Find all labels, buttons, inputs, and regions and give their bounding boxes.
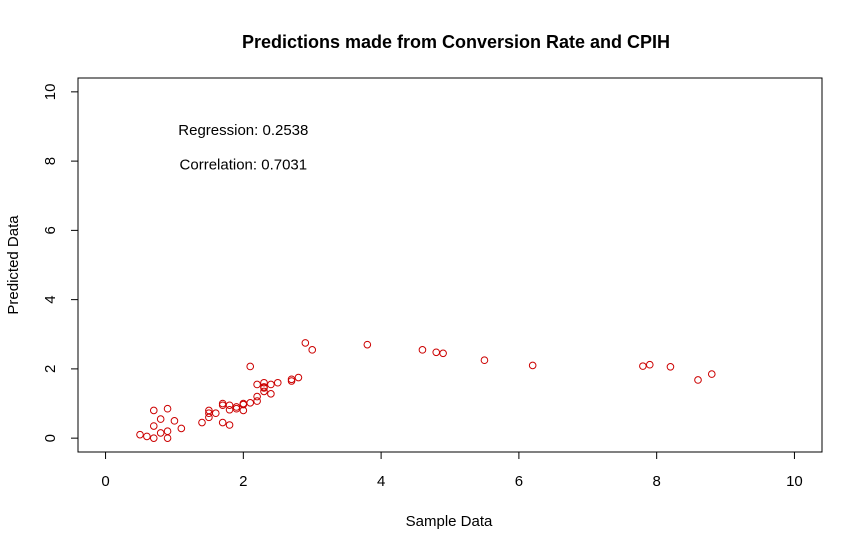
x-axis-label: Sample Data: [406, 513, 493, 530]
data-point: [308, 346, 317, 354]
data-point: [156, 429, 165, 437]
y-tick-label: 8: [42, 157, 59, 165]
data-point: [694, 376, 702, 384]
data-point: [439, 349, 447, 358]
data-point: [260, 378, 268, 387]
data-point: [143, 432, 151, 441]
y-tick-label: 2: [42, 365, 59, 373]
data-point: [156, 415, 165, 423]
data-point: [232, 404, 241, 413]
data-point: [198, 418, 206, 427]
data-point: [253, 380, 261, 389]
annotation-text: Correlation: 0.7031: [180, 157, 308, 174]
annotation-text: Regression: 0.2538: [178, 122, 308, 139]
x-tick-label: 10: [786, 473, 803, 490]
data-point: [639, 362, 647, 370]
data-point: [149, 434, 158, 442]
data-points: [136, 339, 716, 442]
annotations: Regression: 0.2538 Correlation: 0.7031: [178, 122, 308, 174]
data-point: [205, 413, 213, 422]
data-point: [246, 399, 255, 407]
data-point: [301, 339, 310, 347]
data-point: [260, 384, 268, 392]
data-point: [225, 401, 234, 410]
chart-title: Predictions made from Conversion Rate an…: [242, 32, 670, 52]
data-point: [418, 346, 427, 354]
data-point: [645, 360, 654, 369]
data-point: [239, 400, 248, 409]
data-point: [225, 421, 234, 429]
data-point: [273, 378, 282, 387]
data-point: [666, 363, 675, 371]
y-tick-label: 4: [42, 295, 59, 303]
data-point: [163, 404, 172, 413]
data-point: [528, 361, 537, 370]
data-point: [287, 375, 296, 384]
y-axis: 0 2 4 6 8 10: [42, 84, 79, 442]
x-tick-label: 2: [239, 473, 247, 490]
y-tick-label: 0: [42, 434, 59, 442]
x-tick-label: 4: [377, 473, 385, 490]
data-point: [149, 422, 158, 430]
data-point: [246, 362, 255, 371]
x-tick-label: 6: [515, 473, 523, 490]
data-point: [239, 406, 248, 415]
data-point: [177, 424, 186, 433]
data-point: [363, 340, 372, 349]
x-tick-label: 0: [101, 473, 109, 490]
y-tick-label: 6: [42, 226, 59, 234]
data-point: [163, 427, 172, 436]
y-axis-label: Predicted Data: [5, 215, 22, 315]
data-point: [218, 418, 227, 427]
y-tick-label: 10: [42, 84, 59, 101]
data-point: [253, 397, 261, 405]
data-point: [253, 392, 261, 401]
data-point: [136, 430, 144, 439]
x-tick-label: 8: [652, 473, 660, 490]
data-point: [225, 405, 234, 414]
data-point: [267, 390, 275, 398]
data-point: [211, 409, 220, 418]
data-point: [432, 348, 441, 357]
data-point: [260, 387, 268, 396]
data-point: [480, 356, 489, 365]
data-point: [294, 373, 303, 382]
data-point: [163, 434, 172, 442]
data-point: [170, 417, 179, 425]
data-point: [149, 406, 158, 415]
data-point: [707, 370, 716, 378]
data-point: [267, 380, 275, 389]
x-axis: 0 2 4 6 8 10: [101, 451, 803, 490]
